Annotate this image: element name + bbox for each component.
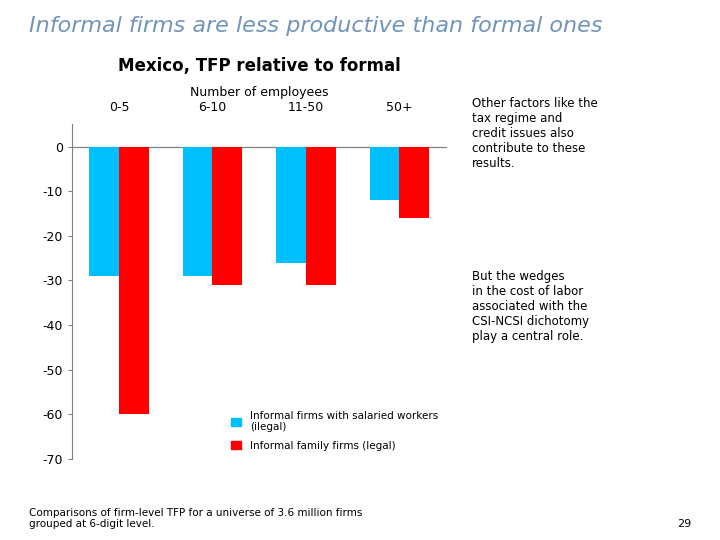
Bar [276, 146, 306, 262]
Legend: Informal firms with salaried workers
(ilegal), Informal family firms (legal): Informal firms with salaried workers (il… [228, 408, 441, 454]
Bar [306, 146, 336, 285]
Text: But the wedges
in the cost of labor
associated with the
CSI-NCSI dichotomy
play : But the wedges in the cost of labor asso… [472, 270, 589, 343]
Text: Mexico, TFP relative to formal: Mexico, TFP relative to formal [118, 57, 400, 75]
Bar [183, 146, 212, 276]
Bar [119, 146, 149, 414]
Text: Informal firms are less productive than formal ones: Informal firms are less productive than … [29, 16, 603, 36]
Text: Comparisons of firm-level TFP for a universe of 3.6 million firms
grouped at 6-d: Comparisons of firm-level TFP for a univ… [29, 508, 362, 529]
Bar [400, 146, 429, 218]
Bar [212, 146, 243, 285]
Text: 29: 29 [677, 519, 691, 529]
Text: Other factors like the
tax regime and
credit issues also
contribute to these
res: Other factors like the tax regime and cr… [472, 97, 598, 170]
Bar [89, 146, 119, 276]
X-axis label: Number of employees: Number of employees [190, 86, 328, 99]
Bar [369, 146, 400, 200]
